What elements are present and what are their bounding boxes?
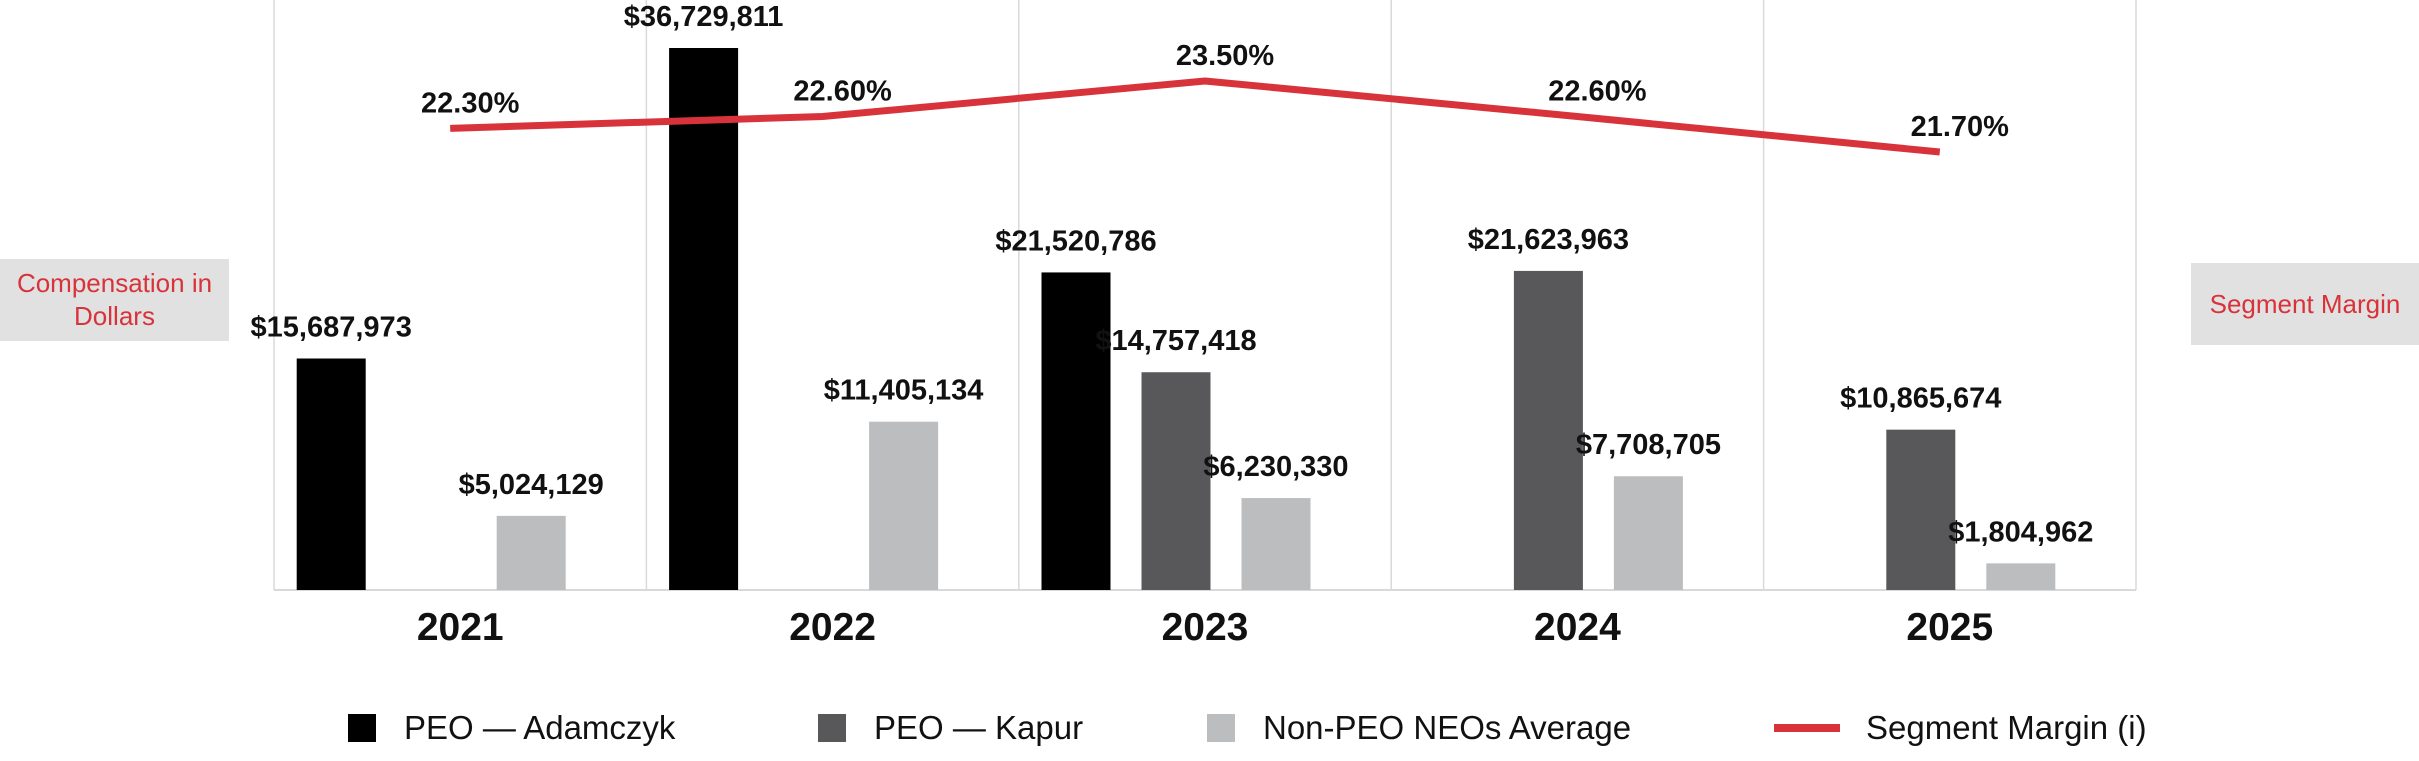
x-tick-label: 2021 bbox=[417, 606, 504, 649]
segment-margin-label: 23.50% bbox=[1176, 40, 1275, 72]
legend-swatch-segment-margin bbox=[1774, 724, 1840, 732]
y-axis-label-left: Compensation in Dollars bbox=[0, 259, 229, 341]
x-tick-label: 2022 bbox=[789, 606, 876, 649]
bar-label: $6,230,330 bbox=[1203, 451, 1348, 483]
bar-label: $21,520,786 bbox=[995, 225, 1156, 257]
legend-item-kapur: PEO — Kapur bbox=[818, 700, 1083, 756]
chart: $15,687,973 $36,729,811 $21,520,786 $14,757… bbox=[251, 0, 2137, 649]
legend-item-segment-margin: Segment Margin (i) bbox=[1774, 700, 2147, 756]
bar-label: $15,687,973 bbox=[251, 312, 412, 344]
y-axis-label-right: Segment Margin bbox=[2191, 263, 2419, 345]
bar-label: $14,757,418 bbox=[1095, 325, 1256, 357]
y-axis-label-right-text: Segment Margin bbox=[2209, 288, 2401, 319]
bar-label: $36,729,811 bbox=[624, 1, 784, 33]
bar-0-2022 bbox=[669, 48, 739, 590]
legend-label-non-peo: Non-PEO NEOs Average bbox=[1263, 709, 1632, 746]
bar-label: $5,024,129 bbox=[459, 469, 604, 501]
bar-2-2023 bbox=[1241, 498, 1311, 590]
bar-0-2023 bbox=[1041, 272, 1111, 590]
legend: PEO — Adamczyk PEO — Kapur Non-PEO NEOs … bbox=[0, 700, 2419, 756]
bar-label: $11,405,134 bbox=[824, 375, 984, 407]
legend-label-kapur: PEO — Kapur bbox=[874, 709, 1084, 746]
bar-label: $10,865,674 bbox=[1840, 383, 2001, 415]
bar-2-2022 bbox=[869, 421, 939, 590]
legend-swatch-kapur bbox=[818, 714, 846, 742]
bar-label: $7,708,705 bbox=[1576, 429, 1721, 461]
bar-label: $21,623,963 bbox=[1468, 224, 1629, 256]
bar-2-2025 bbox=[1986, 563, 2056, 590]
bar-1-2024 bbox=[1513, 270, 1583, 590]
x-tick-label: 2024 bbox=[1534, 606, 1621, 649]
legend-label-segment-margin: Segment Margin (i) bbox=[1866, 709, 2147, 746]
legend-item-adamczyk: PEO — Adamczyk bbox=[348, 700, 675, 756]
bar-label: $1,804,962 bbox=[1948, 516, 2093, 548]
bar-2-2024 bbox=[1613, 476, 1683, 590]
segment-margin-label: 22.60% bbox=[1548, 76, 1647, 108]
legend-item-non-peo: Non-PEO NEOs Average bbox=[1207, 700, 1631, 756]
bar-2-2021 bbox=[496, 515, 566, 590]
x-tick-label: 2025 bbox=[1906, 606, 1993, 649]
y-axis-label-left-text: Compensation in Dollars bbox=[16, 268, 213, 331]
bar-0-2021 bbox=[296, 358, 366, 590]
segment-margin-label: 22.60% bbox=[793, 76, 892, 108]
legend-label-adamczyk: PEO — Adamczyk bbox=[404, 709, 676, 746]
segment-margin-label: 22.30% bbox=[421, 87, 520, 119]
segment-margin-label: 21.70% bbox=[1911, 111, 2010, 143]
legend-swatch-non-peo bbox=[1207, 714, 1235, 742]
bar-1-2025 bbox=[1886, 429, 1956, 590]
legend-swatch-adamczyk bbox=[348, 714, 376, 742]
bar-1-2023 bbox=[1141, 372, 1211, 590]
x-tick-label: 2023 bbox=[1162, 606, 1249, 649]
